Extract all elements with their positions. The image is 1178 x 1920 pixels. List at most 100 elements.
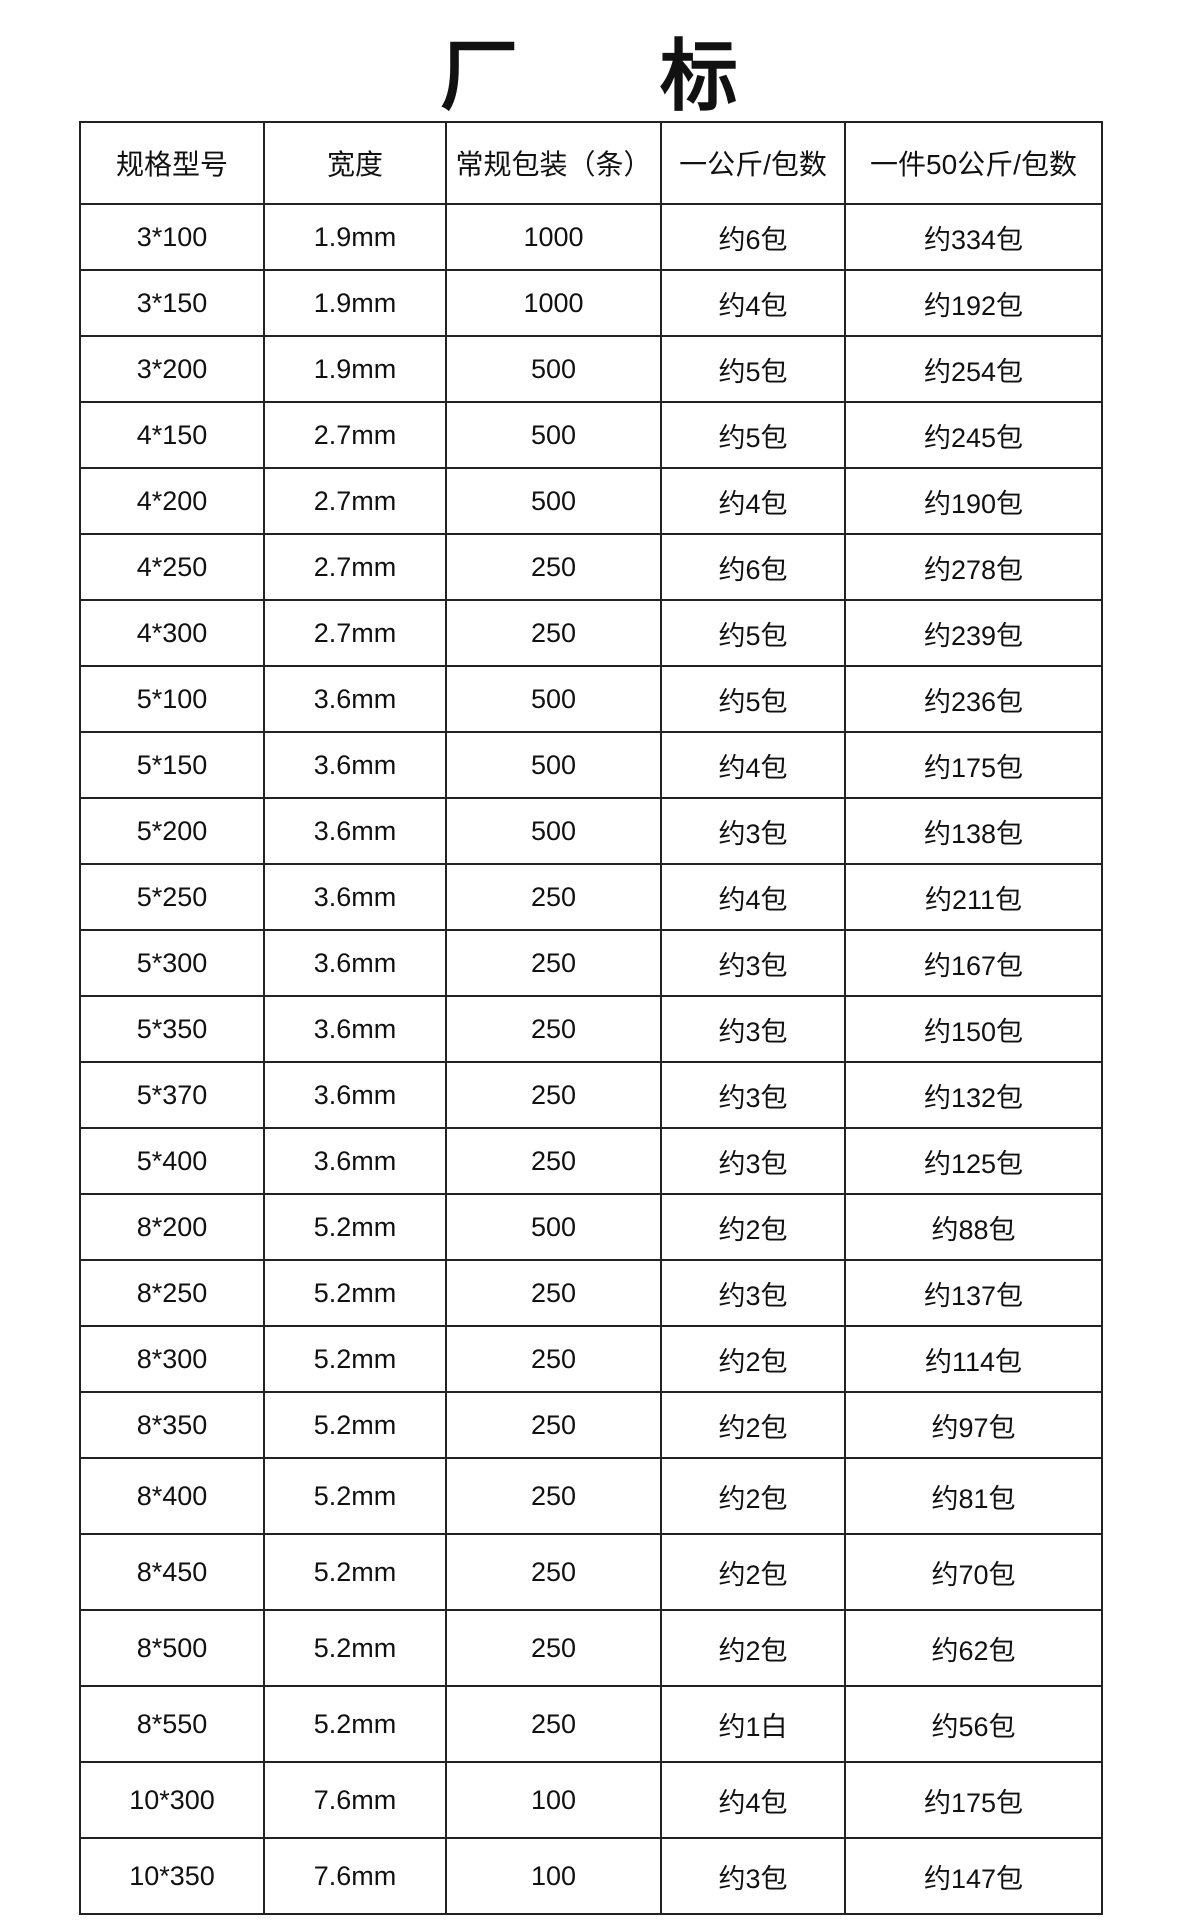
cell-package: 250 (445, 1259, 662, 1327)
cell-width: 1.9mm (263, 203, 447, 271)
cell-per-kg: 约2包 (660, 1391, 846, 1459)
cell-model: 8*400 (79, 1457, 265, 1535)
cell-width: 5.2mm (263, 1325, 447, 1393)
cell-per-50kg: 约147包 (844, 1837, 1103, 1915)
cell-per-kg: 约3包 (660, 1837, 846, 1915)
cell-model: 4*250 (79, 533, 265, 601)
cell-per-50kg: 约239包 (844, 599, 1103, 667)
cell-per-50kg: 约167包 (844, 929, 1103, 997)
cell-package: 250 (445, 1685, 662, 1763)
cell-per-kg: 约4包 (660, 269, 846, 337)
cell-model: 8*200 (79, 1193, 265, 1261)
cell-per-50kg: 约175包 (844, 1761, 1103, 1839)
cell-package: 250 (445, 1457, 662, 1535)
cell-width: 5.2mm (263, 1193, 447, 1261)
cell-per-50kg: 约190包 (844, 467, 1103, 535)
cell-package: 500 (445, 665, 662, 733)
cell-package: 1000 (445, 203, 662, 271)
cell-model: 8*500 (79, 1609, 265, 1687)
cell-package: 500 (445, 797, 662, 865)
cell-width: 2.7mm (263, 599, 447, 667)
cell-width: 3.6mm (263, 863, 447, 931)
table-row: 8*300 5.2mm 250 约2包 约114包 (79, 1325, 1103, 1393)
cell-width: 5.2mm (263, 1457, 447, 1535)
header-per-50kg: 一件50公斤/包数 (844, 121, 1103, 205)
cell-per-kg: 约4包 (660, 467, 846, 535)
cell-model: 4*300 (79, 599, 265, 667)
cell-per-kg: 约5包 (660, 665, 846, 733)
cell-model: 5*100 (79, 665, 265, 733)
cell-per-kg: 约5包 (660, 401, 846, 469)
table-row: 8*550 5.2mm 250 约1白 约56包 (79, 1685, 1103, 1763)
cell-package: 250 (445, 1609, 662, 1687)
cell-per-kg: 约3包 (660, 1259, 846, 1327)
cell-per-kg: 约4包 (660, 863, 846, 931)
cell-per-50kg: 约56包 (844, 1685, 1103, 1763)
cell-model: 8*550 (79, 1685, 265, 1763)
cell-model: 10*350 (79, 1837, 265, 1915)
cell-model: 8*450 (79, 1533, 265, 1611)
table-row: 8*350 5.2mm 250 约2包 约97包 (79, 1391, 1103, 1459)
table-row: 4*300 2.7mm 250 约5包 约239包 (79, 599, 1103, 667)
cell-package: 250 (445, 995, 662, 1063)
header-row: 规格型号 宽度 常规包装（条） 一公斤/包数 一件50公斤/包数 (79, 121, 1103, 205)
cell-per-50kg: 约138包 (844, 797, 1103, 865)
cell-width: 2.7mm (263, 401, 447, 469)
table-row: 3*150 1.9mm 1000 约4包 约192包 (79, 269, 1103, 337)
cell-per-50kg: 约132包 (844, 1061, 1103, 1129)
cell-per-50kg: 约125包 (844, 1127, 1103, 1195)
header-per-kg: 一公斤/包数 (660, 121, 846, 205)
cell-width: 5.2mm (263, 1259, 447, 1327)
cell-width: 5.2mm (263, 1533, 447, 1611)
spec-table: 规格型号 宽度 常规包装（条） 一公斤/包数 一件50公斤/包数 3*100 1.… (79, 121, 1103, 1915)
cell-per-50kg: 约334包 (844, 203, 1103, 271)
cell-per-50kg: 约254包 (844, 335, 1103, 403)
cell-width: 3.6mm (263, 731, 447, 799)
table-row: 5*300 3.6mm 250 约3包 约167包 (79, 929, 1103, 997)
header-width: 宽度 (263, 121, 447, 205)
cell-model: 5*400 (79, 1127, 265, 1195)
cell-per-kg: 约1白 (660, 1685, 846, 1763)
cell-package: 500 (445, 335, 662, 403)
cell-model: 3*100 (79, 203, 265, 271)
cell-package: 250 (445, 1061, 662, 1129)
cell-width: 3.6mm (263, 797, 447, 865)
table-row: 8*500 5.2mm 250 约2包 约62包 (79, 1609, 1103, 1687)
cell-per-kg: 约4包 (660, 731, 846, 799)
cell-model: 5*150 (79, 731, 265, 799)
header-model: 规格型号 (79, 121, 265, 205)
cell-model: 10*300 (79, 1761, 265, 1839)
cell-per-kg: 约3包 (660, 995, 846, 1063)
cell-model: 8*250 (79, 1259, 265, 1327)
cell-per-50kg: 约150包 (844, 995, 1103, 1063)
cell-package: 100 (445, 1837, 662, 1915)
cell-package: 500 (445, 401, 662, 469)
cell-model: 5*300 (79, 929, 265, 997)
cell-package: 500 (445, 467, 662, 535)
cell-per-kg: 约2包 (660, 1609, 846, 1687)
cell-width: 7.6mm (263, 1761, 447, 1839)
cell-per-kg: 约2包 (660, 1457, 846, 1535)
table-row: 8*450 5.2mm 250 约2包 约70包 (79, 1533, 1103, 1611)
cell-package: 250 (445, 533, 662, 601)
cell-model: 5*200 (79, 797, 265, 865)
cell-package: 100 (445, 1761, 662, 1839)
cell-per-50kg: 约236包 (844, 665, 1103, 733)
cell-width: 5.2mm (263, 1391, 447, 1459)
cell-model: 5*250 (79, 863, 265, 931)
cell-model: 8*350 (79, 1391, 265, 1459)
cell-per-50kg: 约175包 (844, 731, 1103, 799)
cell-width: 2.7mm (263, 467, 447, 535)
cell-width: 5.2mm (263, 1609, 447, 1687)
cell-width: 5.2mm (263, 1685, 447, 1763)
cell-per-50kg: 约245包 (844, 401, 1103, 469)
table-row: 5*150 3.6mm 500 约4包 约175包 (79, 731, 1103, 799)
page-title: 厂 标 (440, 32, 798, 120)
table-row: 5*350 3.6mm 250 约3包 约150包 (79, 995, 1103, 1063)
cell-per-kg: 约3包 (660, 1127, 846, 1195)
table-row: 5*200 3.6mm 500 约3包 约138包 (79, 797, 1103, 865)
table-row: 10*300 7.6mm 100 约4包 约175包 (79, 1761, 1103, 1839)
table-row: 8*200 5.2mm 500 约2包 约88包 (79, 1193, 1103, 1261)
cell-width: 3.6mm (263, 995, 447, 1063)
table-row: 3*200 1.9mm 500 约5包 约254包 (79, 335, 1103, 403)
